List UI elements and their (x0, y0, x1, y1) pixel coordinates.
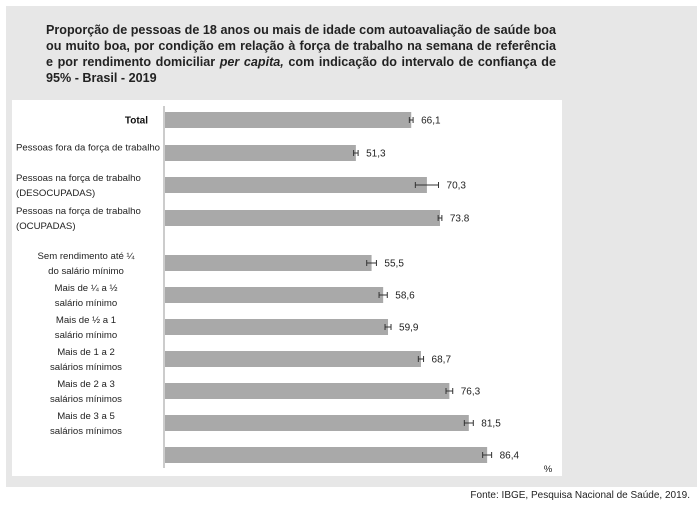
category-label: do salário mínimo (48, 266, 124, 277)
category-label: salários mínimos (50, 426, 122, 437)
category-label: salário mínimo (55, 330, 117, 341)
category-label: (DESOCUPADAS) (16, 188, 95, 199)
category-label: Total (125, 116, 148, 127)
category-label: (OCUPADAS) (16, 221, 76, 232)
bar (165, 177, 427, 193)
category-label: Pessoas na força de trabalho (16, 206, 141, 217)
value-label: 66,1 (421, 116, 441, 127)
chart-title: Proporção de pessoas de 18 anos ou mais … (46, 23, 556, 85)
value-label: 73.8 (450, 214, 470, 225)
value-label: 51,3 (366, 149, 386, 160)
plot-area: Total Pessoas fora da força de trabalho Pe… (12, 100, 562, 476)
category-label: Pessoas fora da força de trabalho (16, 143, 160, 154)
category-label: salários mínimos (50, 394, 122, 405)
value-label: 86,4 (500, 451, 520, 462)
category-label: Mais de 1 a 2 (57, 347, 115, 358)
bar (165, 210, 441, 226)
value-label: 70,3 (447, 181, 467, 192)
value-label: 76,3 (461, 387, 481, 398)
value-label: 55,5 (384, 259, 404, 270)
category-label: salário mínimo (55, 298, 117, 309)
bar (165, 112, 412, 128)
value-label: 68,7 (432, 355, 452, 366)
source-note: Fonte: IBGE, Pesquisa Nacional de Saúde,… (470, 490, 690, 501)
category-label: Pessoas na força de trabalho (16, 173, 141, 184)
category-label: Mais de ½ a 1 (56, 315, 116, 326)
bar (165, 447, 488, 463)
category-label: Mais de ¼ a ½ (55, 283, 118, 294)
bar (165, 145, 356, 161)
bar-chart: Total Pessoas fora da força de trabalho Pe… (16, 106, 553, 475)
bar (165, 415, 469, 431)
bar (165, 351, 421, 367)
category-label: Mais de 2 a 3 (57, 379, 115, 390)
category-label: Sem rendimento até ¼ (37, 251, 135, 262)
value-label: 81,5 (481, 419, 501, 430)
value-label: 59,9 (399, 323, 419, 334)
chart-panel: Proporção de pessoas de 18 anos ou mais … (6, 6, 697, 487)
category-label: Mais de 3 a 5 (57, 411, 115, 422)
bar (165, 383, 450, 399)
unit-label: % (544, 464, 553, 475)
bar (165, 255, 372, 271)
bar (165, 319, 389, 335)
category-label: salários mínimos (50, 362, 122, 373)
value-label: 58,6 (395, 291, 415, 302)
bar (165, 287, 384, 303)
